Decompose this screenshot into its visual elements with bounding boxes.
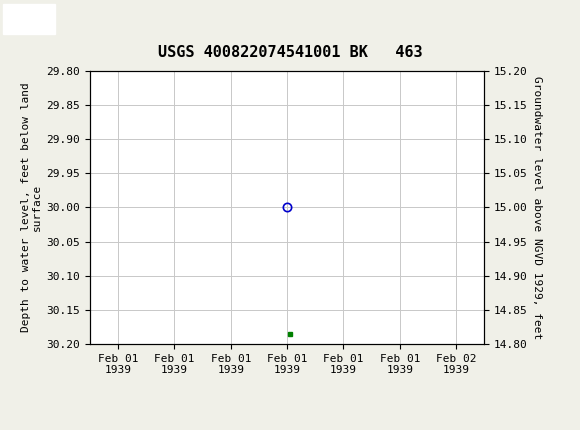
Text: USGS 400822074541001 BK   463: USGS 400822074541001 BK 463 xyxy=(158,45,422,60)
Text: USGS: USGS xyxy=(5,12,52,26)
Y-axis label: Groundwater level above NGVD 1929, feet: Groundwater level above NGVD 1929, feet xyxy=(532,76,542,339)
Bar xyxy=(3,4,55,34)
Y-axis label: Depth to water level, feet below land
surface: Depth to water level, feet below land su… xyxy=(21,83,42,332)
